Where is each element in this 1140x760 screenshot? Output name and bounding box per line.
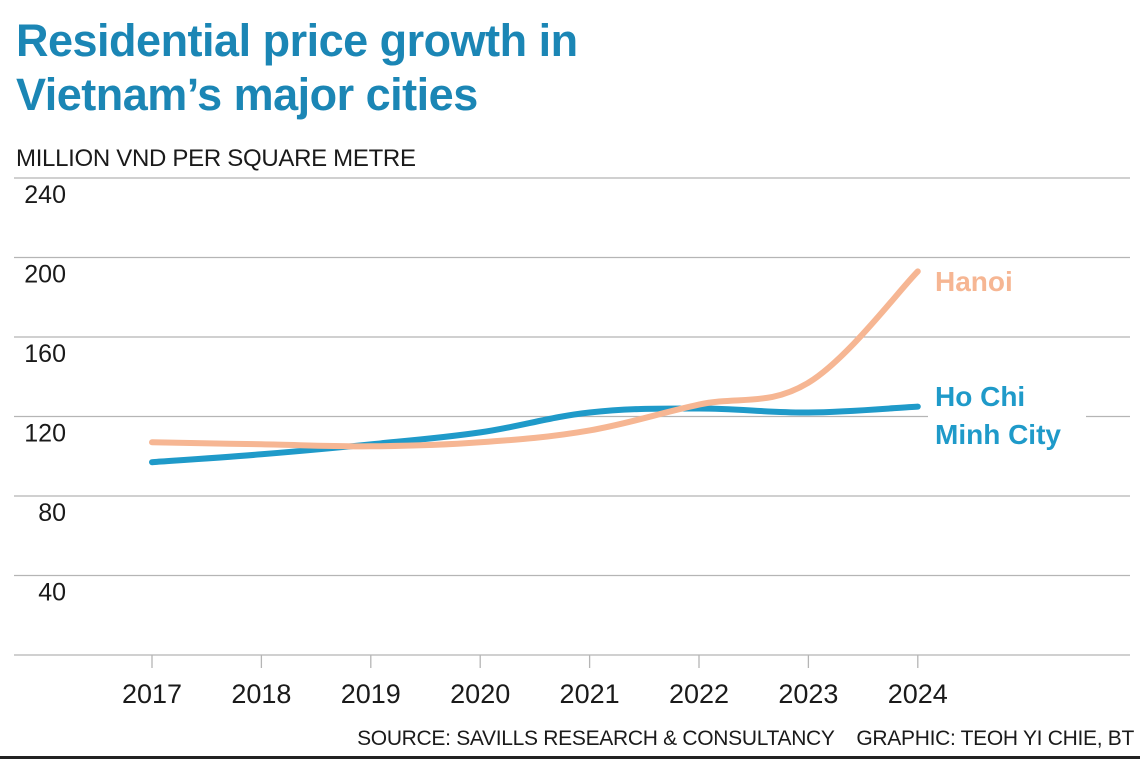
series-lines bbox=[149, 268, 921, 466]
chart-title: Residential price growth in Vietnam’s ma… bbox=[16, 14, 578, 122]
x-tick-label: 2017 bbox=[122, 679, 182, 709]
source-credit: SOURCE: SAVILLS RESEARCH & CONSULTANCY G… bbox=[357, 727, 1134, 750]
y-tick-label: 80 bbox=[38, 499, 66, 527]
x-tick-label: 2018 bbox=[231, 679, 291, 709]
series-label-hanoi: Hanoi bbox=[935, 266, 1013, 297]
x-tick-label: 2020 bbox=[450, 679, 510, 709]
y-tick-label: 40 bbox=[38, 579, 66, 607]
series-line-ho-chi-minh-city bbox=[149, 403, 921, 466]
x-tick-label: 2022 bbox=[669, 679, 729, 709]
y-tick-label: 240 bbox=[24, 181, 66, 209]
x-tick-label: 2024 bbox=[888, 679, 948, 709]
y-axis-unit-label: MILLION VND PER SQUARE METRE bbox=[16, 145, 416, 172]
x-axis-ticks: 2017 2018 2019 2020 2021 2022 2023 2024 bbox=[122, 655, 948, 709]
title-line-1: Residential price growth in bbox=[16, 15, 578, 66]
x-tick-label: 2019 bbox=[341, 679, 401, 709]
y-tick-label: 120 bbox=[24, 420, 66, 448]
series-label-ho-chi-minh-city: Ho Chi bbox=[935, 381, 1025, 412]
title-line-2: Vietnam’s major cities bbox=[16, 69, 478, 120]
bottom-rule bbox=[0, 756, 1140, 759]
series-labels: Hanoi Ho Chi Minh City bbox=[928, 266, 1086, 450]
label-knockout bbox=[928, 400, 1086, 430]
series-line-hanoi bbox=[149, 268, 921, 450]
series-label-ho-chi-minh-city: Minh City bbox=[935, 419, 1061, 450]
x-tick-label: 2023 bbox=[778, 679, 838, 709]
x-tick-label: 2021 bbox=[560, 679, 620, 709]
y-tick-label: 200 bbox=[24, 261, 66, 289]
y-axis-ticks: 40 80 120 160 200 240 bbox=[24, 181, 66, 607]
y-tick-label: 160 bbox=[24, 340, 66, 368]
